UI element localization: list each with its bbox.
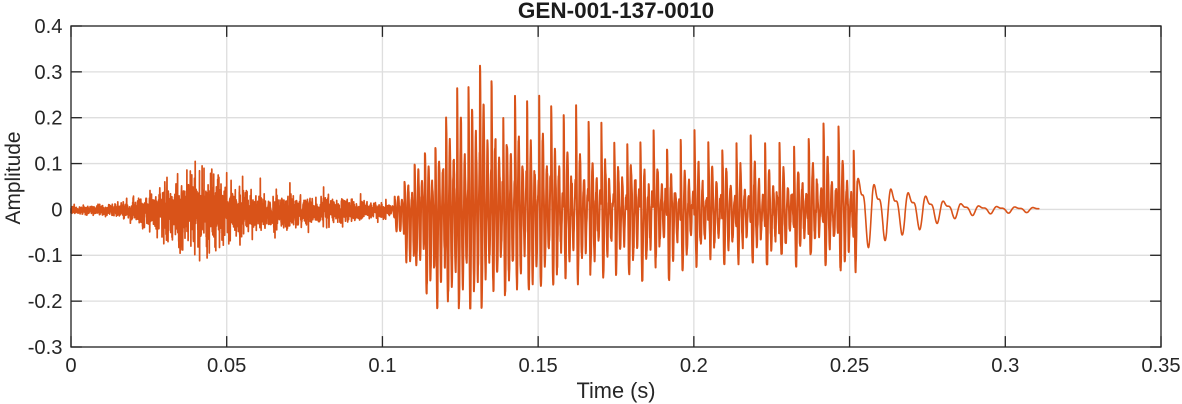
svg-text:0.1: 0.1 xyxy=(368,355,396,377)
svg-text:-0.3: -0.3 xyxy=(28,337,63,359)
svg-text:GEN-001-137-0010: GEN-001-137-0010 xyxy=(518,0,714,23)
svg-text:0: 0 xyxy=(51,199,62,221)
svg-text:0.1: 0.1 xyxy=(34,153,62,175)
svg-text:0.2: 0.2 xyxy=(34,108,62,130)
svg-text:-0.1: -0.1 xyxy=(28,245,63,267)
svg-text:0.4: 0.4 xyxy=(34,16,62,38)
svg-text:0.2: 0.2 xyxy=(680,355,708,377)
svg-text:0.25: 0.25 xyxy=(830,355,869,377)
svg-text:-0.2: -0.2 xyxy=(28,291,63,313)
svg-text:0.05: 0.05 xyxy=(207,355,246,377)
svg-text:Amplitude: Amplitude xyxy=(2,132,25,225)
svg-text:0: 0 xyxy=(65,355,76,377)
svg-text:Time (s): Time (s) xyxy=(576,378,655,403)
svg-text:0.35: 0.35 xyxy=(1141,355,1180,377)
svg-text:0.3: 0.3 xyxy=(991,355,1019,377)
svg-text:0.3: 0.3 xyxy=(34,62,62,84)
svg-text:0.15: 0.15 xyxy=(518,355,557,377)
